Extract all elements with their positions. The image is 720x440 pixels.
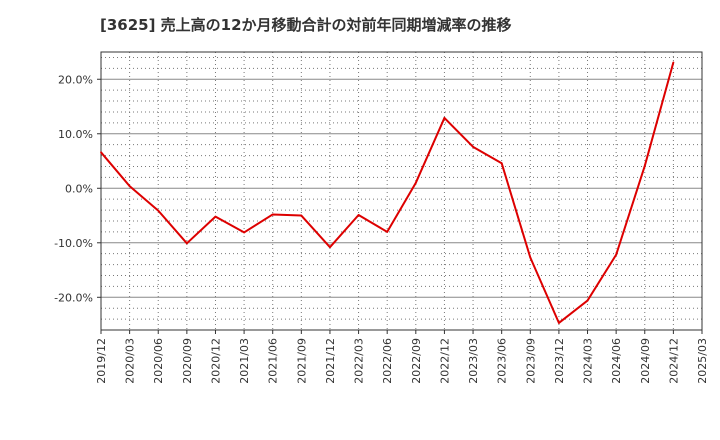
data-point xyxy=(500,162,503,165)
x-tick-label: 2024/09 xyxy=(639,338,652,384)
x-tick-label: 2021/12 xyxy=(324,338,337,384)
data-point xyxy=(100,151,102,154)
y-tick-label: 20.0% xyxy=(58,73,93,86)
data-point xyxy=(586,299,589,302)
x-tick-label: 2023/06 xyxy=(496,338,509,384)
x-tick-label: 2020/12 xyxy=(209,338,222,384)
y-tick-label: -10.0% xyxy=(54,237,93,250)
data-point xyxy=(386,230,389,233)
data-point xyxy=(443,117,446,119)
data-point xyxy=(558,322,560,324)
x-tick-label: 2022/12 xyxy=(438,338,451,384)
x-tick-label: 2023/09 xyxy=(524,338,537,384)
grid-lines xyxy=(100,52,703,331)
plot-border xyxy=(100,51,703,331)
x-tick-label: 2021/06 xyxy=(267,338,280,384)
y-tick-label: -20.0% xyxy=(54,291,93,304)
series-lines xyxy=(100,61,675,324)
data-point xyxy=(529,256,532,259)
data-point xyxy=(672,61,675,64)
chart-title: [3625] 売上高の12か月移動合計の対前年同期増減率の推移 xyxy=(100,16,512,34)
data-point xyxy=(615,253,618,256)
x-tick-label: 2023/12 xyxy=(553,338,566,384)
data-point xyxy=(214,215,217,218)
data-point xyxy=(157,209,160,212)
data-point xyxy=(414,181,417,184)
x-tick-label: 2024/03 xyxy=(582,338,595,384)
x-tick-label: 2020/09 xyxy=(181,338,194,384)
x-tick-label: 2022/06 xyxy=(381,338,394,384)
data-point xyxy=(357,214,360,216)
data-point xyxy=(128,185,131,187)
data-point xyxy=(472,145,474,148)
y-tick-label: 0.0% xyxy=(65,182,93,195)
x-tick-label: 2021/09 xyxy=(295,338,308,384)
data-point xyxy=(185,242,188,245)
x-tick-label: 2025/03 xyxy=(696,338,709,384)
x-tick-label: 2024/06 xyxy=(610,338,623,384)
x-tick-label: 2022/03 xyxy=(353,338,366,384)
x-tick-label: 2021/03 xyxy=(238,338,251,384)
y-tick-label: 10.0% xyxy=(58,128,93,141)
x-tick-label: 2019/12 xyxy=(95,338,108,384)
data-point xyxy=(243,231,245,234)
tick-labels: 20.0% 10.0% 0.0% -10.0% -20.0% 2019/12 2020/03… xyxy=(54,73,709,383)
data-point xyxy=(329,246,331,249)
data-point xyxy=(643,165,646,167)
x-tick-label: 2022/09 xyxy=(410,338,423,384)
x-tick-label: 2023/03 xyxy=(467,338,480,384)
x-tick-label: 2020/06 xyxy=(152,338,165,384)
plot-frame xyxy=(97,51,703,334)
data-point xyxy=(300,214,303,217)
data-point xyxy=(271,213,274,216)
x-tick-label: 2024/12 xyxy=(667,338,680,384)
x-tick-label: 2020/03 xyxy=(124,338,137,384)
